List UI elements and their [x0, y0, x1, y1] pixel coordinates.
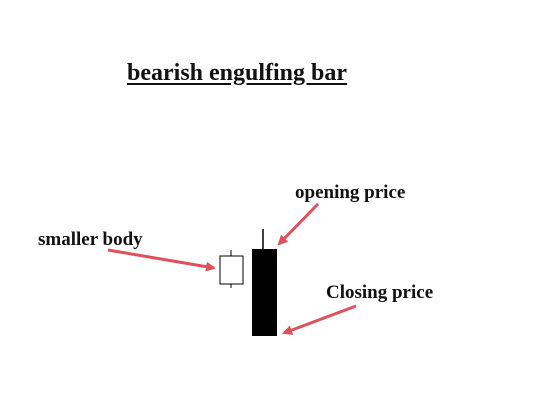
- bearish-candle-body: [252, 249, 277, 336]
- opening-price-arrow: [277, 202, 320, 246]
- smaller-body-label: smaller body: [38, 229, 143, 250]
- opening-price-label: opening price: [295, 182, 406, 203]
- smaller-body-arrow: [107, 248, 216, 272]
- diagram-title: bearish engulfing bar: [127, 60, 348, 86]
- small-candle-body: [219, 255, 244, 285]
- closing-price-label: Closing price: [326, 282, 434, 303]
- large-bearish-candle: [252, 229, 277, 336]
- small-bullish-candle: [219, 250, 244, 288]
- closing-price-arrow: [282, 304, 357, 335]
